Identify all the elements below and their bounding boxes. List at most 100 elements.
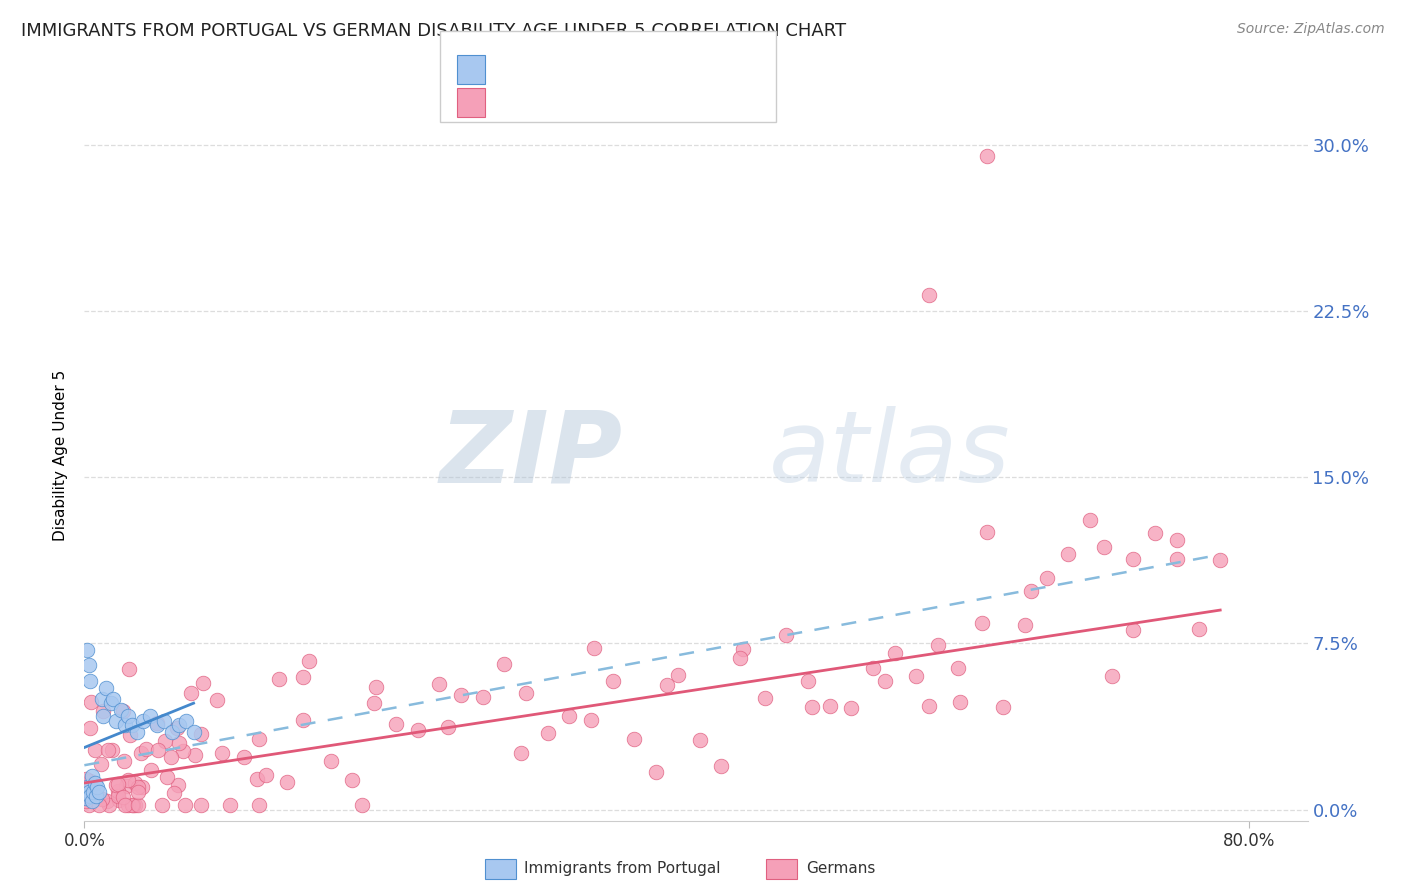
Point — [153, 733, 176, 747]
Point — [583, 640, 606, 655]
Point — [883, 646, 905, 660]
Point — [146, 743, 169, 757]
Point — [105, 714, 128, 728]
Text: Source: ZipAtlas.com: Source: ZipAtlas.com — [1237, 22, 1385, 37]
Point — [79, 789, 101, 804]
Point — [1122, 623, 1144, 637]
Point — [269, 672, 291, 686]
Point — [100, 696, 122, 710]
Point — [731, 641, 754, 656]
Point — [156, 770, 179, 784]
Point — [146, 718, 169, 732]
Point — [1057, 548, 1080, 562]
Point — [141, 763, 163, 777]
Point — [406, 723, 429, 738]
Point — [79, 774, 101, 789]
Point — [801, 699, 824, 714]
Point — [135, 742, 157, 756]
Point — [191, 676, 214, 690]
Point — [276, 775, 298, 789]
Point — [246, 772, 269, 786]
Point — [180, 686, 202, 700]
Point — [1166, 552, 1188, 566]
Point — [352, 798, 374, 813]
Point — [77, 658, 100, 673]
Point — [797, 674, 820, 689]
Point — [298, 654, 321, 668]
Point — [79, 798, 101, 813]
Text: Immigrants from Portugal: Immigrants from Portugal — [524, 862, 721, 876]
Point — [211, 746, 233, 760]
Point — [1187, 622, 1209, 636]
Point — [107, 783, 129, 797]
Point — [108, 793, 131, 807]
Point — [79, 673, 101, 688]
Point — [1101, 668, 1123, 682]
Point — [118, 662, 141, 676]
Point — [120, 728, 142, 742]
Point — [1166, 533, 1188, 547]
Point — [291, 713, 314, 727]
Point — [114, 798, 136, 813]
Point — [183, 725, 205, 739]
Point — [558, 709, 581, 723]
Point — [90, 757, 112, 772]
Point — [976, 149, 998, 163]
Point — [79, 721, 101, 735]
Point — [121, 798, 143, 813]
Text: R = 0.565   N = 130: R = 0.565 N = 130 — [496, 94, 672, 112]
Point — [121, 718, 143, 732]
Point — [139, 709, 162, 723]
Point — [219, 798, 242, 813]
Point — [970, 615, 993, 630]
Point — [537, 726, 560, 740]
Point — [190, 727, 212, 741]
Point — [160, 725, 183, 739]
Point — [75, 791, 97, 805]
Point — [450, 688, 472, 702]
Point — [1078, 513, 1101, 527]
Text: R = 0.223   N =  33: R = 0.223 N = 33 — [496, 61, 666, 78]
Point — [666, 667, 689, 681]
Point — [84, 789, 107, 804]
Point — [976, 524, 998, 539]
Point — [183, 747, 205, 762]
Point — [1014, 618, 1036, 632]
Point — [129, 746, 152, 760]
Point — [515, 686, 537, 700]
Point — [385, 717, 408, 731]
Point — [471, 690, 494, 704]
Point — [176, 714, 198, 728]
Point — [918, 288, 941, 302]
Point — [97, 743, 120, 757]
Point — [167, 778, 190, 792]
Point — [131, 780, 153, 795]
Point — [579, 713, 602, 727]
Point — [114, 718, 136, 732]
Point — [146, 715, 169, 730]
Point — [655, 678, 678, 692]
Point — [319, 755, 342, 769]
Point — [167, 735, 190, 749]
Point — [110, 703, 132, 717]
Point — [98, 798, 121, 813]
Point — [918, 699, 941, 714]
Point — [291, 670, 314, 684]
Point — [645, 765, 668, 780]
Point — [927, 638, 949, 652]
Point — [86, 780, 108, 795]
Point — [166, 721, 188, 735]
Point — [105, 778, 128, 792]
Point — [623, 732, 645, 747]
Point — [754, 690, 776, 705]
Text: atlas: atlas — [769, 407, 1011, 503]
Point — [364, 681, 387, 695]
Point — [76, 780, 98, 795]
Point — [427, 677, 450, 691]
Point — [91, 709, 114, 723]
Point — [96, 681, 118, 695]
Point — [115, 779, 138, 793]
Point — [80, 695, 103, 709]
Point — [1035, 571, 1057, 585]
Point — [87, 798, 110, 813]
